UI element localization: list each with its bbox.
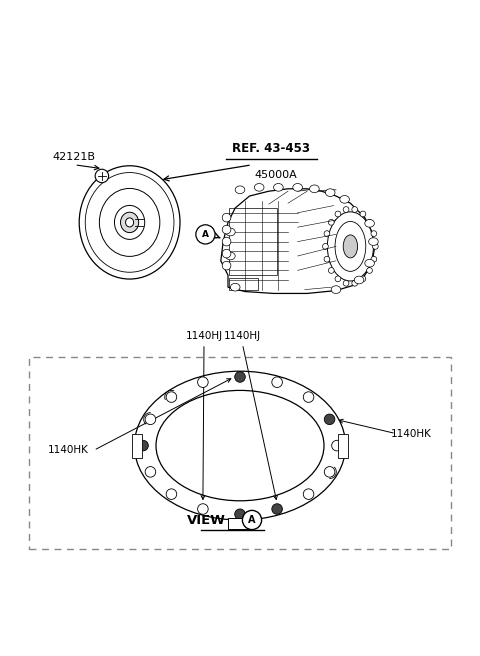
Ellipse shape <box>145 466 156 477</box>
Ellipse shape <box>79 166 180 279</box>
Ellipse shape <box>126 218 133 227</box>
Ellipse shape <box>367 220 372 225</box>
Ellipse shape <box>327 212 373 281</box>
Ellipse shape <box>365 220 374 227</box>
Text: 1140HK: 1140HK <box>391 428 432 439</box>
Ellipse shape <box>272 377 282 388</box>
Ellipse shape <box>226 252 235 260</box>
Ellipse shape <box>335 211 341 217</box>
Ellipse shape <box>198 377 208 388</box>
Ellipse shape <box>222 261 231 270</box>
Text: REF. 43-453: REF. 43-453 <box>232 142 310 155</box>
Bar <box>229 208 277 276</box>
Ellipse shape <box>324 414 335 424</box>
Ellipse shape <box>303 392 314 402</box>
Ellipse shape <box>222 225 231 234</box>
Bar <box>229 277 258 289</box>
Ellipse shape <box>324 231 330 236</box>
Ellipse shape <box>115 205 145 239</box>
Ellipse shape <box>372 243 378 249</box>
Ellipse shape <box>328 268 334 274</box>
Ellipse shape <box>198 504 208 514</box>
Ellipse shape <box>360 276 366 281</box>
Ellipse shape <box>166 392 177 402</box>
Polygon shape <box>228 518 252 529</box>
Ellipse shape <box>352 280 358 286</box>
Ellipse shape <box>343 207 349 213</box>
Ellipse shape <box>343 235 358 258</box>
Ellipse shape <box>138 440 148 451</box>
Ellipse shape <box>369 237 378 245</box>
Ellipse shape <box>134 371 346 520</box>
Text: VIEW: VIEW <box>187 514 226 527</box>
Ellipse shape <box>222 213 231 222</box>
Ellipse shape <box>145 414 156 424</box>
Text: 45000A: 45000A <box>254 170 298 180</box>
Ellipse shape <box>166 489 177 499</box>
Ellipse shape <box>367 268 372 274</box>
Ellipse shape <box>343 280 349 286</box>
Text: 1140HK: 1140HK <box>48 445 89 455</box>
Polygon shape <box>132 434 142 458</box>
Ellipse shape <box>352 207 358 213</box>
Ellipse shape <box>235 372 245 382</box>
Ellipse shape <box>365 259 374 267</box>
Ellipse shape <box>226 228 235 236</box>
Ellipse shape <box>331 286 341 293</box>
Circle shape <box>196 225 215 244</box>
Text: 1140HJ: 1140HJ <box>224 331 261 341</box>
Ellipse shape <box>235 509 245 520</box>
Circle shape <box>242 510 262 529</box>
Ellipse shape <box>323 243 328 249</box>
Polygon shape <box>221 189 374 293</box>
Ellipse shape <box>272 504 282 514</box>
Ellipse shape <box>335 276 341 281</box>
Ellipse shape <box>274 184 283 191</box>
Ellipse shape <box>95 169 108 182</box>
Ellipse shape <box>354 276 364 284</box>
Ellipse shape <box>235 186 245 194</box>
Ellipse shape <box>254 184 264 191</box>
Ellipse shape <box>324 256 330 262</box>
Ellipse shape <box>325 189 335 197</box>
Ellipse shape <box>371 256 377 262</box>
Polygon shape <box>338 434 348 458</box>
Ellipse shape <box>360 211 366 217</box>
Bar <box>29 357 451 549</box>
Ellipse shape <box>222 249 231 258</box>
Ellipse shape <box>371 231 377 236</box>
Ellipse shape <box>324 466 335 477</box>
Ellipse shape <box>303 489 314 499</box>
Text: 42121B: 42121B <box>53 152 96 163</box>
Ellipse shape <box>328 220 334 225</box>
Ellipse shape <box>120 212 139 233</box>
Text: A: A <box>202 230 209 239</box>
Ellipse shape <box>332 440 342 451</box>
Ellipse shape <box>310 185 319 193</box>
Ellipse shape <box>222 237 231 246</box>
Ellipse shape <box>340 195 349 203</box>
Ellipse shape <box>230 283 240 291</box>
Text: A: A <box>248 515 256 525</box>
Ellipse shape <box>293 184 302 191</box>
Text: 1140HJ: 1140HJ <box>185 331 223 341</box>
